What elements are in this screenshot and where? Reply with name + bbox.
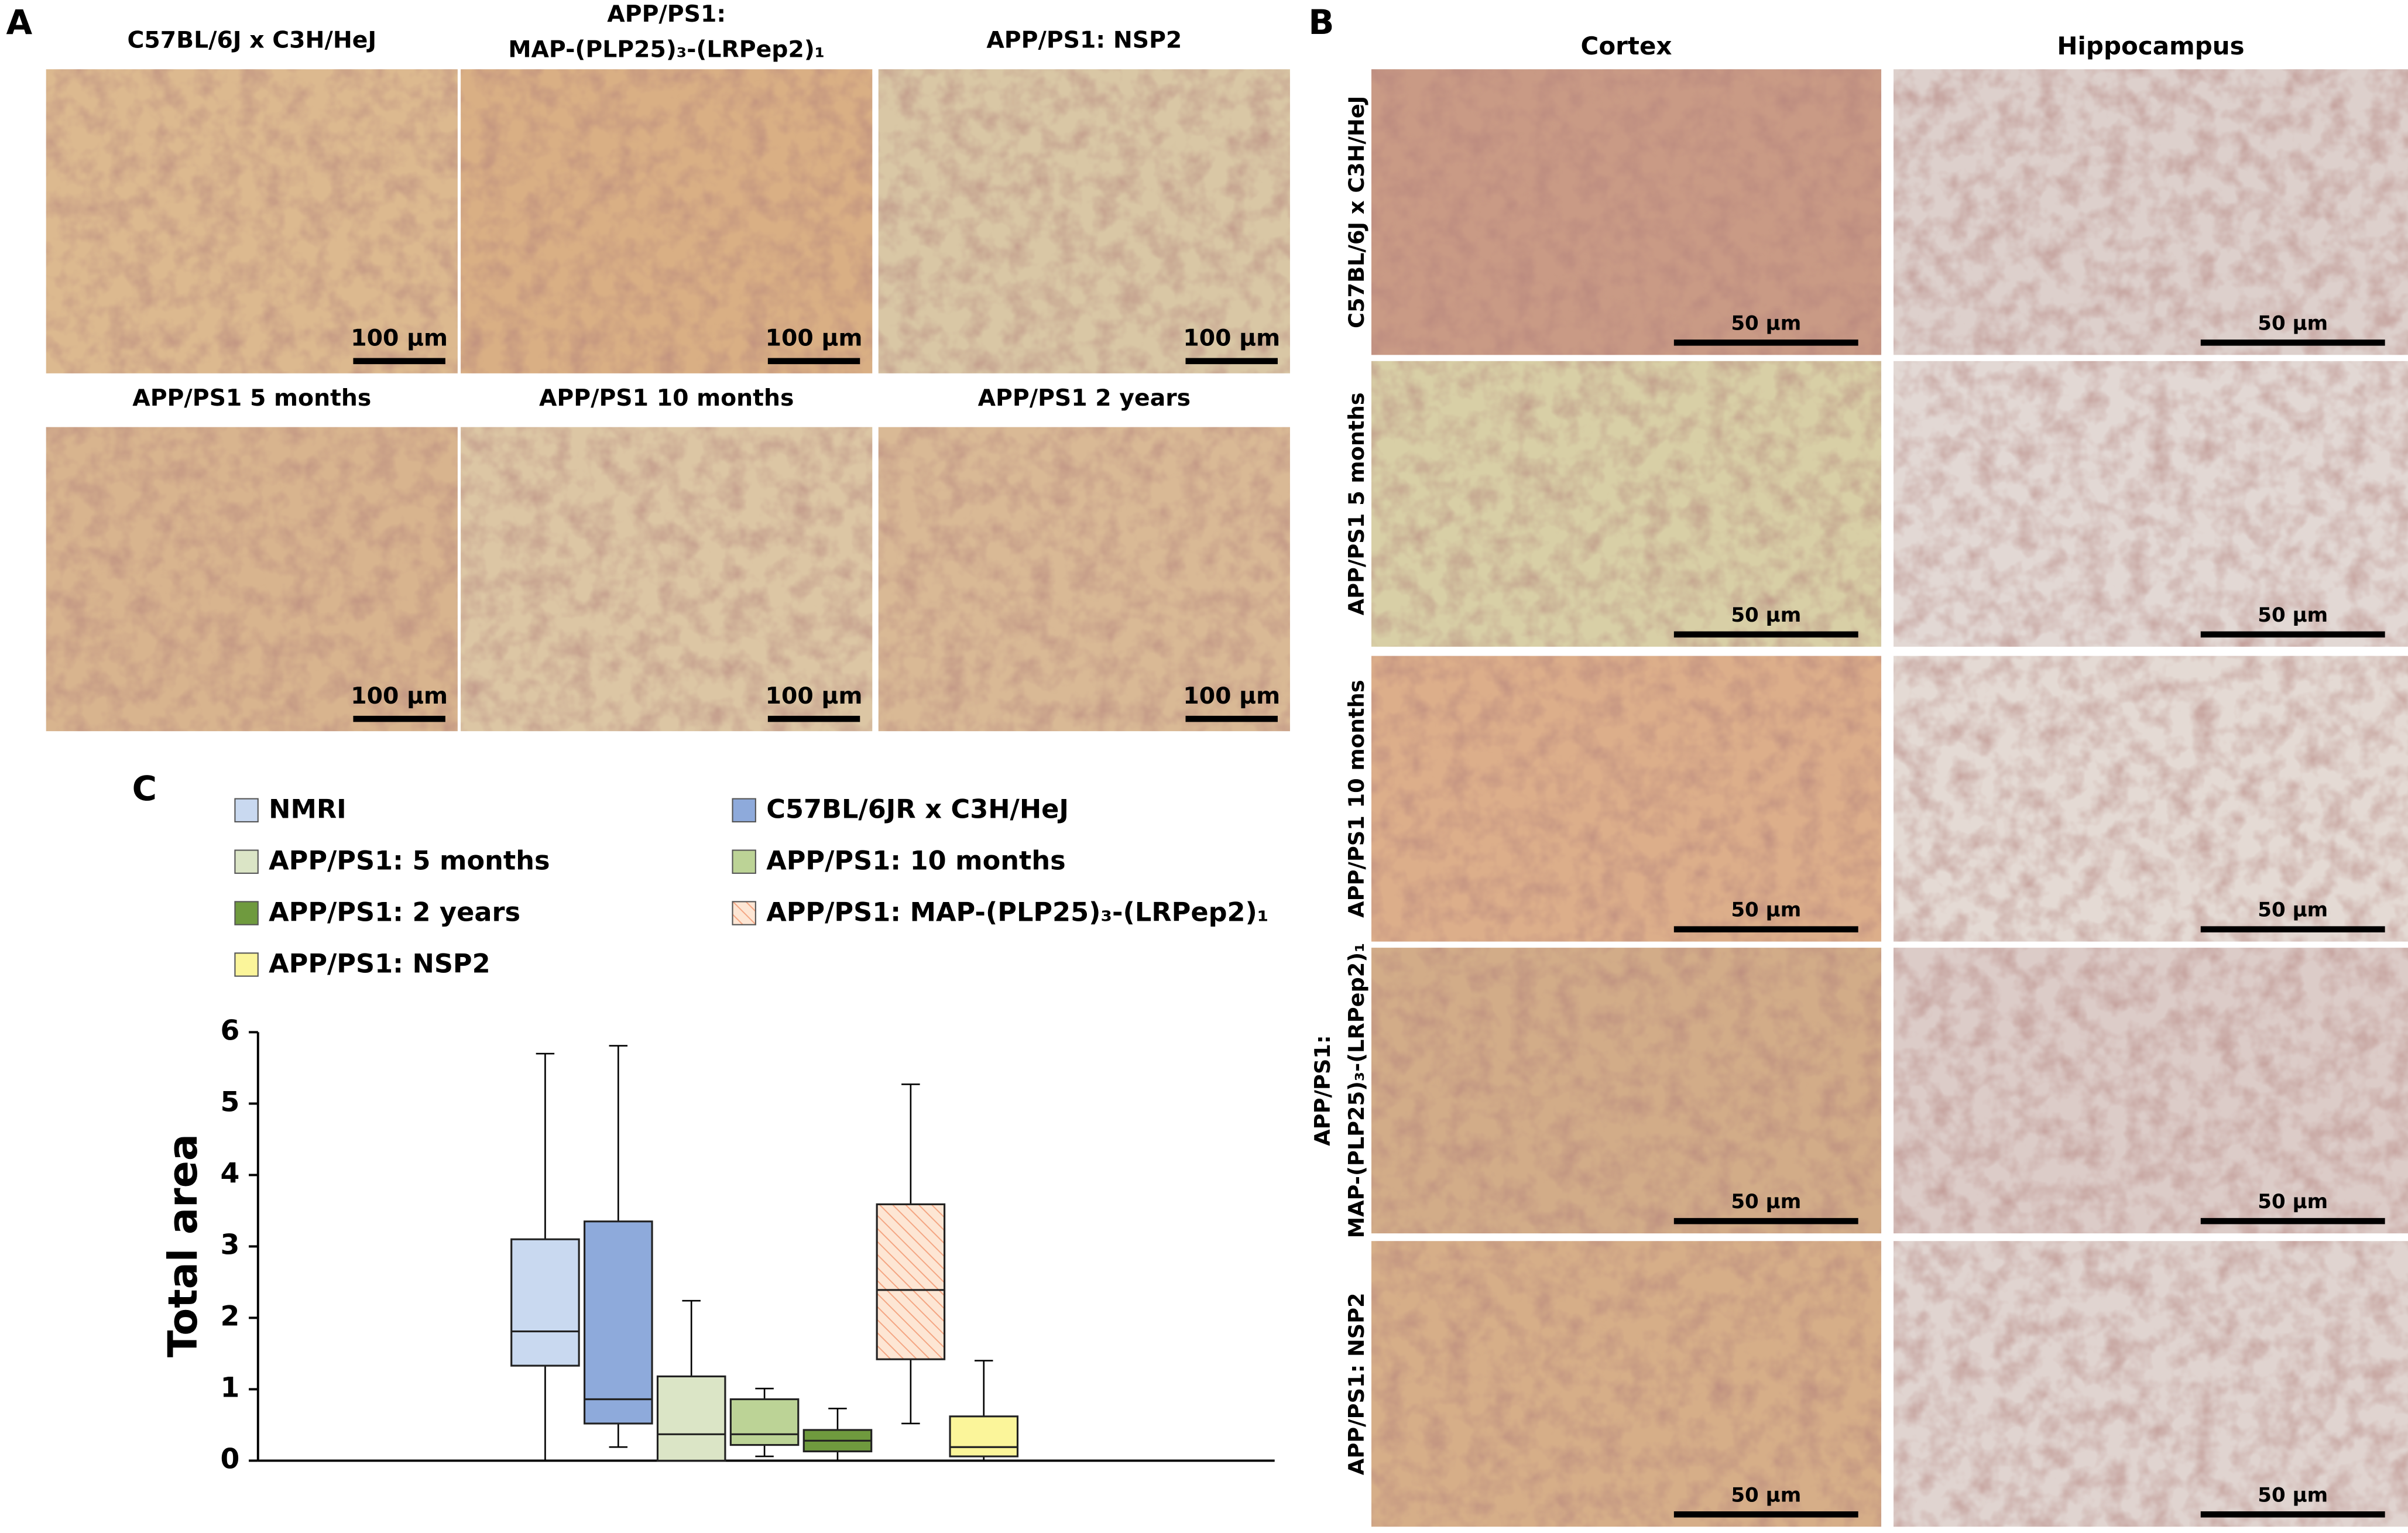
legend-label: APP/PS1: NSP2 [269,948,490,979]
scale-label: 50 µm [2258,311,2328,335]
image-title: MAP-(PLP25)₃-(LRPep2)₁ [508,36,825,63]
scale-label: 100 µm [766,683,863,709]
column-header: Hippocampus [2057,32,2244,60]
y-tick-label: 1 [220,1371,239,1404]
scale-label: 100 µm [351,325,448,352]
micrograph-texture [1371,361,1882,647]
micrograph-texture [461,69,873,373]
micrograph-texture [1894,1241,2408,1527]
scale-label: 50 µm [1731,898,1801,922]
column-header: Cortex [1581,32,1672,60]
row-label: C57BL/6J x C3H/HeJ [1344,96,1369,328]
scale-label: 50 µm [1731,1483,1801,1507]
micrograph-texture [1371,1241,1882,1527]
scale-label: 50 µm [1731,1190,1801,1213]
y-tick-label: 4 [220,1157,239,1189]
legend-swatch [732,901,756,925]
legend-swatch [234,798,259,823]
micrograph-texture [46,69,458,373]
micrograph-texture [878,427,1290,732]
scale-label: 100 µm [1183,683,1280,709]
image-title: APP/PS1 2 years [978,385,1191,411]
y-axis-title: Total area [160,1134,207,1357]
scale-label: 50 µm [2258,1190,2328,1213]
legend-swatch [234,849,259,874]
image-title: APP/PS1: NSP2 [986,27,1182,54]
y-tick-label: 5 [220,1086,239,1118]
y-tick-label: 2 [220,1300,239,1332]
legend-label: APP/PS1: 2 years [269,897,520,927]
y-tick-label: 3 [220,1229,239,1261]
y-tick-label: 6 [220,1014,239,1047]
scale-label: 50 µm [2258,603,2328,627]
scale-label: 50 µm [1731,603,1801,627]
row-label: APP/PS1 5 months [1344,392,1369,615]
micrograph-texture [1894,69,2408,355]
panel-label: A [6,2,32,42]
y-tick-label: 0 [220,1443,239,1475]
image-title: APP/PS1: [607,1,726,28]
image-title: APP/PS1 10 months [539,385,794,411]
legend-label: APP/PS1: 10 months [766,845,1065,876]
micrograph-texture [1894,656,2408,942]
micrograph-texture [878,69,1290,373]
box [510,1238,580,1367]
row-label: APP/PS1: NSP2 [1344,1292,1369,1475]
micrograph-texture [1371,656,1882,942]
micrograph-texture [1894,948,2408,1234]
legend-swatch [732,798,756,823]
legend-swatch [732,849,756,874]
row-label: APP/PS1: [1310,1035,1335,1146]
micrograph-texture [46,427,458,732]
scale-label: 50 µm [2258,1483,2328,1507]
box [949,1415,1019,1457]
scale-label: 100 µm [766,325,863,352]
legend-swatch [234,952,259,977]
row-label: MAP-(PLP25)₃-(LRPep2)₁ [1344,943,1369,1239]
micrograph-texture [1894,361,2408,647]
legend-label: APP/PS1: MAP-(PLP25)₃-(LRPep2)₁ [766,897,1268,927]
scale-label: 100 µm [351,683,448,709]
box [876,1203,946,1360]
scale-label: 100 µm [1183,325,1280,352]
micrograph-texture [1371,69,1882,355]
box [584,1220,653,1425]
scale-label: 50 µm [2258,898,2328,922]
legend-label: C57BL/6JR x C3H/HeJ [766,794,1069,825]
scale-label: 50 µm [1731,311,1801,335]
legend-swatch [234,901,259,925]
panel-label: B [1308,2,1334,42]
box [729,1398,800,1446]
panel-label: C [132,769,157,808]
image-title: C57BL/6J x C3H/HeJ [127,27,376,54]
image-title: APP/PS1 5 months [132,385,371,411]
legend-label: NMRI [269,794,347,825]
legend-label: APP/PS1: 5 months [269,845,550,876]
box [656,1375,726,1462]
row-label: APP/PS1 10 months [1344,680,1369,917]
micrograph-texture [1371,948,1882,1234]
micrograph-texture [461,427,873,732]
